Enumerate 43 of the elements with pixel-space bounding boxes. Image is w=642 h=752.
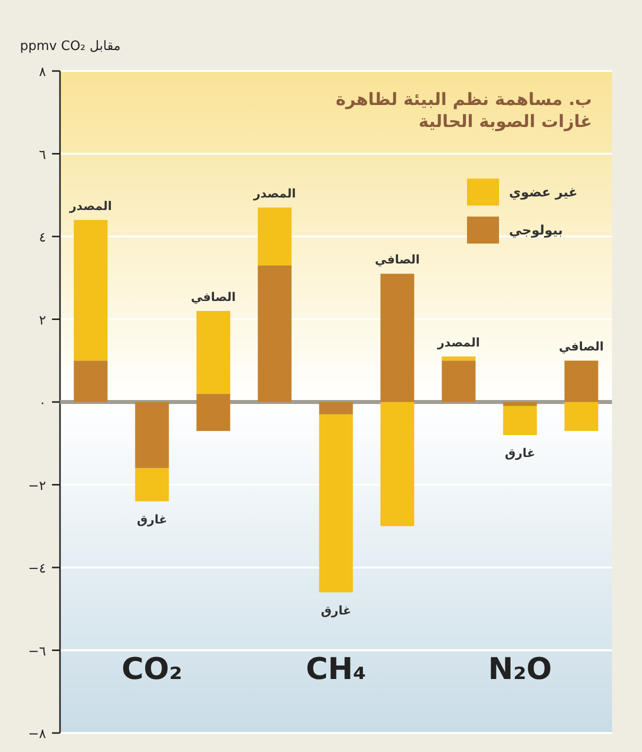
x-tick-label: غارق bbox=[320, 603, 352, 618]
y-tick-label: ٢ bbox=[39, 313, 46, 328]
x-tick-label: المصدر bbox=[252, 186, 296, 201]
bar bbox=[564, 402, 598, 431]
bar bbox=[380, 402, 414, 526]
bar bbox=[503, 402, 537, 406]
bar bbox=[442, 360, 476, 402]
bar bbox=[74, 220, 108, 361]
y-axis-title: مقابل ppmv CO₂ bbox=[20, 39, 121, 54]
bar bbox=[380, 274, 414, 402]
x-tick-label: الصافي bbox=[558, 340, 604, 354]
bar bbox=[74, 360, 108, 402]
bar bbox=[258, 208, 292, 266]
annotation: N₂O bbox=[488, 652, 552, 688]
y-tick-label: −٤ bbox=[28, 562, 46, 576]
x-tick-label: غارق bbox=[136, 512, 168, 526]
bar bbox=[319, 402, 353, 414]
y-tick-label: ٤ bbox=[39, 230, 46, 246]
y-tick-label: −٨ bbox=[28, 727, 46, 742]
legend-label: بيولوجي bbox=[509, 224, 563, 239]
bar bbox=[258, 265, 292, 402]
bar bbox=[135, 402, 169, 468]
y-tick-label: −٢ bbox=[28, 478, 46, 494]
bar bbox=[196, 310, 230, 394]
x-tick-label: الصافي bbox=[190, 290, 236, 304]
y-tick-label: ٨ bbox=[39, 65, 46, 80]
text: ب. مساهمة نظم البيئة لظاهرة غازات الصوبة الحالية bbox=[336, 90, 592, 132]
bar bbox=[196, 394, 230, 431]
x-tick-label: غارق bbox=[504, 446, 536, 460]
y-tick-label: ٠ bbox=[39, 396, 46, 411]
bar bbox=[564, 360, 598, 402]
annotation: CH₄ bbox=[306, 652, 366, 688]
bar bbox=[135, 468, 169, 502]
legend-label: غير عضوي bbox=[509, 186, 578, 201]
x-tick-label: المصدر bbox=[436, 335, 480, 350]
x-tick-label: المصدر bbox=[68, 198, 112, 213]
y-tick-label: ٦ bbox=[39, 148, 46, 163]
bar bbox=[319, 414, 353, 592]
bar bbox=[442, 356, 476, 361]
bar bbox=[503, 406, 537, 436]
annotation: CO₂ bbox=[122, 652, 182, 688]
x-tick-label: الصافي bbox=[374, 252, 420, 267]
y-tick-label: −٦ bbox=[28, 644, 46, 660]
